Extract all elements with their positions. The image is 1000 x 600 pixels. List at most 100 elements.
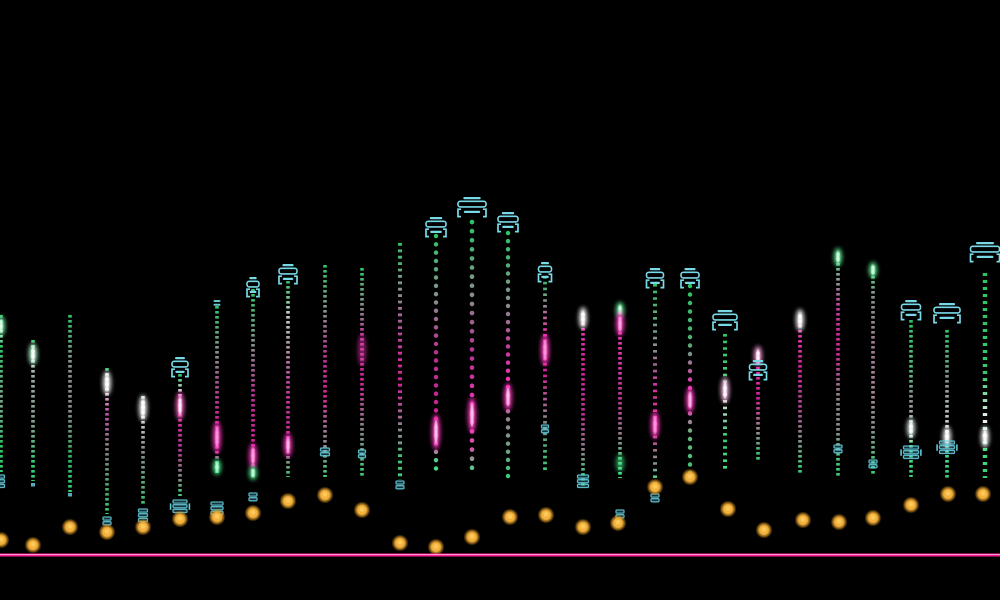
peak-bracket-icon xyxy=(933,303,961,324)
particle-column xyxy=(833,248,843,477)
peak-bracket-icon xyxy=(680,268,700,289)
glow-core xyxy=(983,429,987,445)
glow-core xyxy=(215,461,219,473)
peak-bracket-icon xyxy=(425,217,447,238)
wave-dot xyxy=(646,478,664,496)
floor-bracket-icon xyxy=(936,440,958,455)
wave-dot xyxy=(902,496,920,514)
peak-bracket-icon xyxy=(213,300,221,306)
peak-bracket-icon xyxy=(748,360,768,381)
glow-core xyxy=(251,468,255,478)
glow-core xyxy=(470,403,474,427)
particle-column xyxy=(645,268,665,503)
glow-core xyxy=(215,426,219,448)
peak-bracket-icon xyxy=(712,310,738,331)
particle-column xyxy=(68,315,72,497)
particle-column xyxy=(102,368,112,526)
particle-column xyxy=(900,300,922,477)
wave-dot xyxy=(609,514,627,532)
glow-core xyxy=(105,375,109,391)
wave-dot xyxy=(501,508,519,526)
wave-dot xyxy=(864,509,882,527)
floor-bracket-icon xyxy=(319,447,331,457)
particle-column xyxy=(795,309,805,475)
peak-bracket-icon xyxy=(171,357,189,378)
floor-bracket-icon xyxy=(357,449,367,459)
glow-core xyxy=(543,339,547,361)
peak-bracket-icon xyxy=(645,268,665,289)
peak-bracket-icon xyxy=(497,212,519,233)
wave-dot xyxy=(830,513,848,531)
particle-column xyxy=(748,346,768,460)
wave-dot xyxy=(681,468,699,486)
floor-bracket-icon xyxy=(833,444,843,454)
wave-dot xyxy=(794,511,812,529)
particle-column xyxy=(933,303,961,478)
particle-column xyxy=(425,217,447,478)
wave-dot xyxy=(171,510,189,528)
wave-dot xyxy=(134,518,152,536)
glow-core xyxy=(251,447,255,465)
particle-column xyxy=(210,300,224,516)
particle-column xyxy=(169,357,191,514)
wave-dot xyxy=(463,528,481,546)
floor-bracket-icon xyxy=(868,459,878,469)
glow-core xyxy=(581,310,585,326)
glow-core xyxy=(836,251,840,263)
wave-dot xyxy=(537,506,555,524)
particle-column xyxy=(457,197,487,476)
peak-bracket-icon xyxy=(900,300,922,321)
wave-dot xyxy=(279,492,297,510)
peak-bracket-icon xyxy=(537,262,553,283)
particle-column xyxy=(537,262,553,472)
floor-bracket-icon xyxy=(900,445,922,460)
glow-flare xyxy=(615,454,625,472)
floor-bracket-icon xyxy=(248,492,258,502)
glow-core xyxy=(286,437,290,453)
peak-bracket-icon xyxy=(457,197,487,218)
floor-bracket-icon xyxy=(395,480,405,490)
particle-column xyxy=(278,264,298,477)
glow-flare xyxy=(357,334,367,366)
particle-column xyxy=(868,262,878,476)
floor-bracket-icon xyxy=(576,474,590,489)
particle-column xyxy=(615,302,625,519)
wave-dot xyxy=(939,485,957,503)
glow-core xyxy=(871,264,875,276)
wave-dot xyxy=(316,486,334,504)
floor-bracket-icon xyxy=(31,483,35,487)
particle-column xyxy=(712,310,738,470)
wave-dot xyxy=(98,523,116,541)
wave-dot xyxy=(0,531,10,549)
peak-bracket-icon xyxy=(278,264,298,285)
particle-column xyxy=(497,212,519,480)
glow-core xyxy=(653,415,657,435)
wave-dot xyxy=(208,508,226,526)
wave-dot xyxy=(391,534,409,552)
glow-core xyxy=(723,381,727,399)
floor-bracket-icon xyxy=(68,493,72,497)
glow-core xyxy=(506,387,510,407)
particle-column xyxy=(246,277,260,502)
wave-dot xyxy=(719,500,737,518)
glow-core xyxy=(688,391,692,409)
wave-dot xyxy=(353,501,371,519)
floor-bracket-icon xyxy=(540,424,550,434)
particle-column xyxy=(319,265,331,477)
floor-bracket-icon xyxy=(0,474,6,489)
glow-core xyxy=(909,421,913,435)
glow-core xyxy=(0,319,3,333)
glow-core xyxy=(141,399,145,417)
wave-dot xyxy=(244,504,262,522)
wave-dot xyxy=(24,536,42,554)
wave-dot xyxy=(755,521,773,539)
particle-column xyxy=(680,268,700,478)
glow-core xyxy=(618,316,622,332)
wave-dot xyxy=(574,518,592,536)
wave-dot xyxy=(974,485,992,503)
peak-bracket-icon xyxy=(246,277,260,298)
glow-core xyxy=(31,346,35,362)
particle-column xyxy=(576,307,590,489)
